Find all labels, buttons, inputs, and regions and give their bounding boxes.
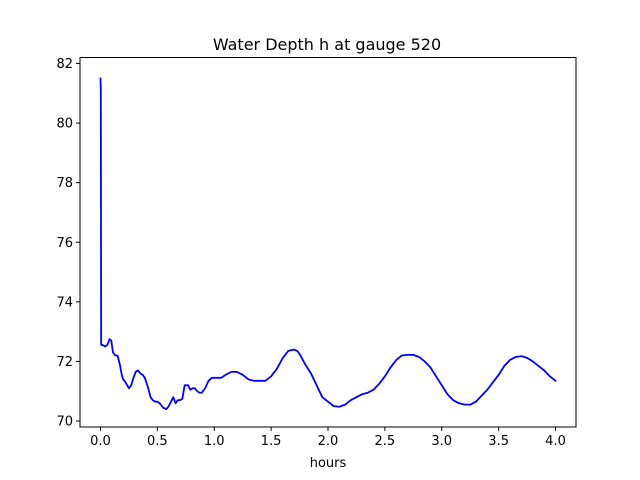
y-tick-label: 72: [56, 355, 73, 370]
y-tick-label: 70: [56, 415, 73, 430]
y-tick-label: 74: [56, 295, 73, 310]
x-tick-label: 1.0: [204, 434, 225, 449]
chart-title: Water Depth h at gauge 520: [213, 35, 441, 54]
x-tick-label: 1.5: [261, 434, 282, 449]
y-tick-label: 76: [56, 236, 73, 251]
y-tick-label: 78: [56, 176, 73, 191]
x-axis-label: hours: [310, 456, 347, 471]
x-tick-label: 0.5: [147, 434, 168, 449]
y-axis-ticks: 70 72 74 76 78 80 82: [56, 57, 80, 430]
x-tick-label: 3.0: [431, 434, 452, 449]
series-layer: [99, 77, 557, 411]
x-axis-ticks: 0.0 0.5 1.0 1.5 2.0 2.5 3.0 3.5 4.0: [90, 427, 566, 449]
series-line-0: [99, 77, 557, 411]
x-tick-label: 0.0: [90, 434, 111, 449]
x-tick-label: 2.0: [318, 434, 339, 449]
x-tick-label: 2.5: [375, 434, 396, 449]
y-tick-label: 82: [56, 57, 73, 72]
x-tick-label: 3.5: [488, 434, 509, 449]
x-tick-label: 4.0: [545, 434, 566, 449]
y-tick-label: 80: [56, 117, 73, 132]
